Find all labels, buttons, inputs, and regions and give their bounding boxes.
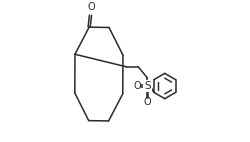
Text: O: O [143,97,151,107]
Text: S: S [144,81,150,91]
Text: O: O [133,81,140,91]
Text: O: O [87,2,94,12]
